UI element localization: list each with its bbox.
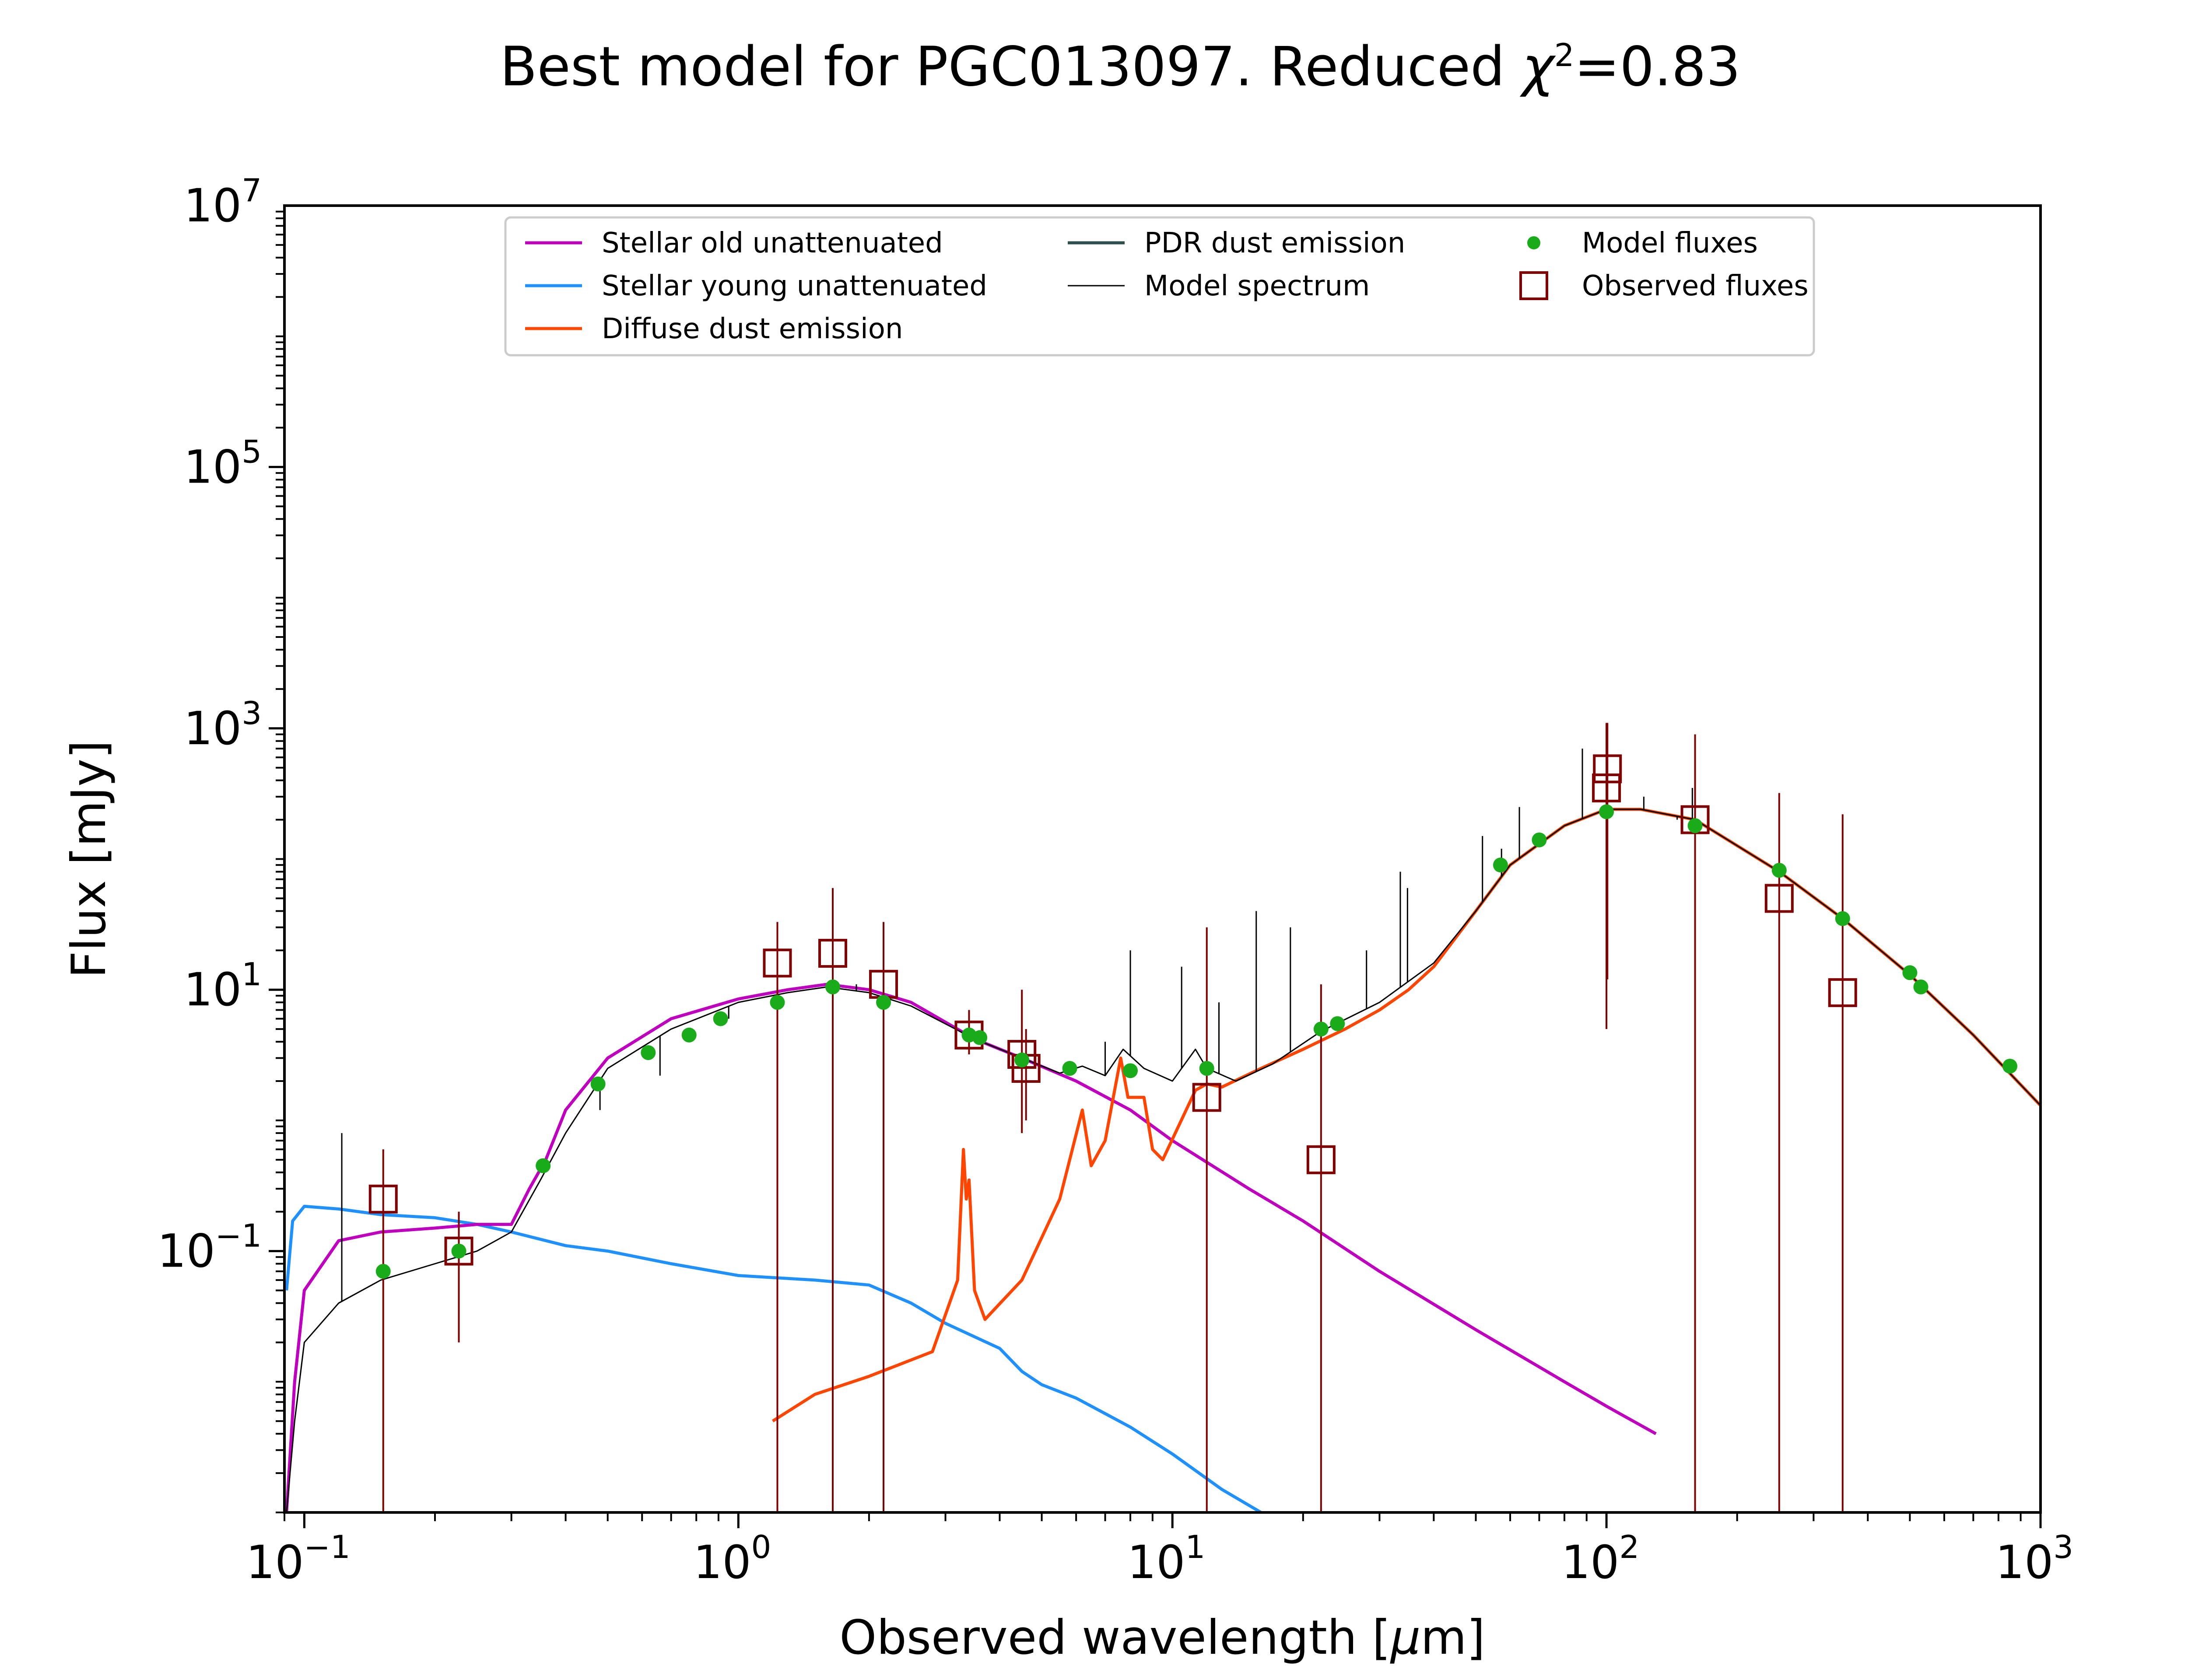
y-tick-label: 105: [184, 433, 262, 494]
y-tick-label: 103: [184, 695, 262, 755]
model-flux-point: [1014, 1052, 1030, 1068]
model-flux-point: [825, 979, 841, 994]
y-axis-label: Flux [mJy]: [62, 740, 116, 978]
series-diffuse: [771, 808, 2041, 1423]
chart-title: Best model for PGC013097. Reduced χ2=0.8…: [500, 35, 1740, 98]
x-tick-label: 102: [1561, 1529, 1639, 1589]
model-flux-point: [1532, 832, 1547, 847]
model-flux-point: [1599, 804, 1614, 819]
series-layer: [285, 749, 2041, 1512]
model-flux-point: [1687, 818, 1703, 833]
legend: Stellar old unattenuated Stellar young un…: [504, 216, 1815, 357]
legend-entry-diffuse: Diffuse dust emission: [525, 313, 903, 345]
legend-frame: [504, 216, 1815, 357]
model-flux-point: [2002, 1058, 2017, 1074]
model-flux-point: [972, 1030, 988, 1045]
x-tick-label: 101: [1127, 1529, 1205, 1589]
model-flux-point: [1199, 1061, 1214, 1076]
model-flux-point: [536, 1158, 551, 1173]
series-young: [285, 1204, 1262, 1512]
model-flux-point: [1123, 1063, 1138, 1078]
model-flux-point: [641, 1045, 656, 1060]
model-flux-point: [1835, 911, 1850, 926]
model-flux-point: [876, 995, 891, 1010]
model-flux-point: [770, 995, 785, 1010]
y-tick-label: 107: [184, 172, 262, 232]
legend-label: Stellar old unattenuated: [602, 227, 943, 259]
legend-entry-young: Stellar young unattenuated: [525, 270, 987, 302]
observed-flux-marker: [763, 948, 792, 978]
observed-flux-marker: [1306, 1145, 1336, 1174]
model-flux-point: [1493, 858, 1508, 873]
legend-entry-model: Model spectrum: [1068, 270, 1370, 302]
legend-label: Model fluxes: [1582, 227, 1758, 259]
x-axis-label: Observed wavelength [μm]: [839, 1610, 1485, 1665]
observed-flux-marker: [818, 938, 848, 968]
observed-flux-marker: [1192, 1083, 1221, 1112]
model-flux-point: [713, 1011, 728, 1026]
axes-layer: 10−1 100 101 102 103 10−1 101 103 105 107: [158, 172, 2074, 1589]
legend-swatch: [1519, 271, 1548, 300]
model-flux-point: [1062, 1061, 1077, 1076]
observed-flux-marker: [368, 1184, 398, 1214]
y-tick-label: 101: [184, 956, 262, 1016]
series-old: [285, 983, 1657, 1512]
legend-entry-pdr: PDR dust emission: [1068, 227, 1405, 259]
marks-layer: [368, 723, 2017, 1512]
legend-entry-ofluxes: Observed fluxes: [1519, 270, 1809, 302]
model-flux-point: [1771, 863, 1787, 878]
model-flux-point: [590, 1076, 606, 1092]
legend-swatch: [1527, 236, 1540, 249]
x-tick-label: 10−1: [246, 1529, 350, 1589]
legend-label: Observed fluxes: [1582, 270, 1809, 302]
observed-flux-marker: [1828, 978, 1857, 1007]
observed-flux-marker: [444, 1236, 473, 1266]
model-flux-point: [375, 1264, 391, 1279]
observed-flux-marker: [1593, 754, 1622, 784]
legend-label: PDR dust emission: [1144, 227, 1405, 259]
legend-label: Stellar young unattenuated: [602, 270, 987, 302]
model-flux-point: [1913, 979, 1929, 994]
model-flux-point: [1902, 965, 1918, 980]
model-flux-point: [1313, 1022, 1329, 1037]
model-flux-point: [451, 1243, 466, 1259]
observed-flux-marker: [1764, 884, 1794, 913]
legend-entry-old: Stellar old unattenuated: [525, 227, 943, 259]
model-flux-point: [681, 1027, 697, 1043]
legend-label: Diffuse dust emission: [602, 313, 903, 345]
legend-label: Model spectrum: [1144, 270, 1370, 302]
observed-flux-marker: [1592, 773, 1621, 802]
model-flux-point: [1330, 1016, 1345, 1031]
x-tick-label: 100: [693, 1529, 771, 1589]
plot-frame: [283, 204, 2042, 1514]
y-tick-label: 10−1: [158, 1218, 262, 1278]
legend-entry-mfluxes: Model fluxes: [1527, 227, 1758, 259]
x-tick-label: 103: [1995, 1529, 2073, 1589]
